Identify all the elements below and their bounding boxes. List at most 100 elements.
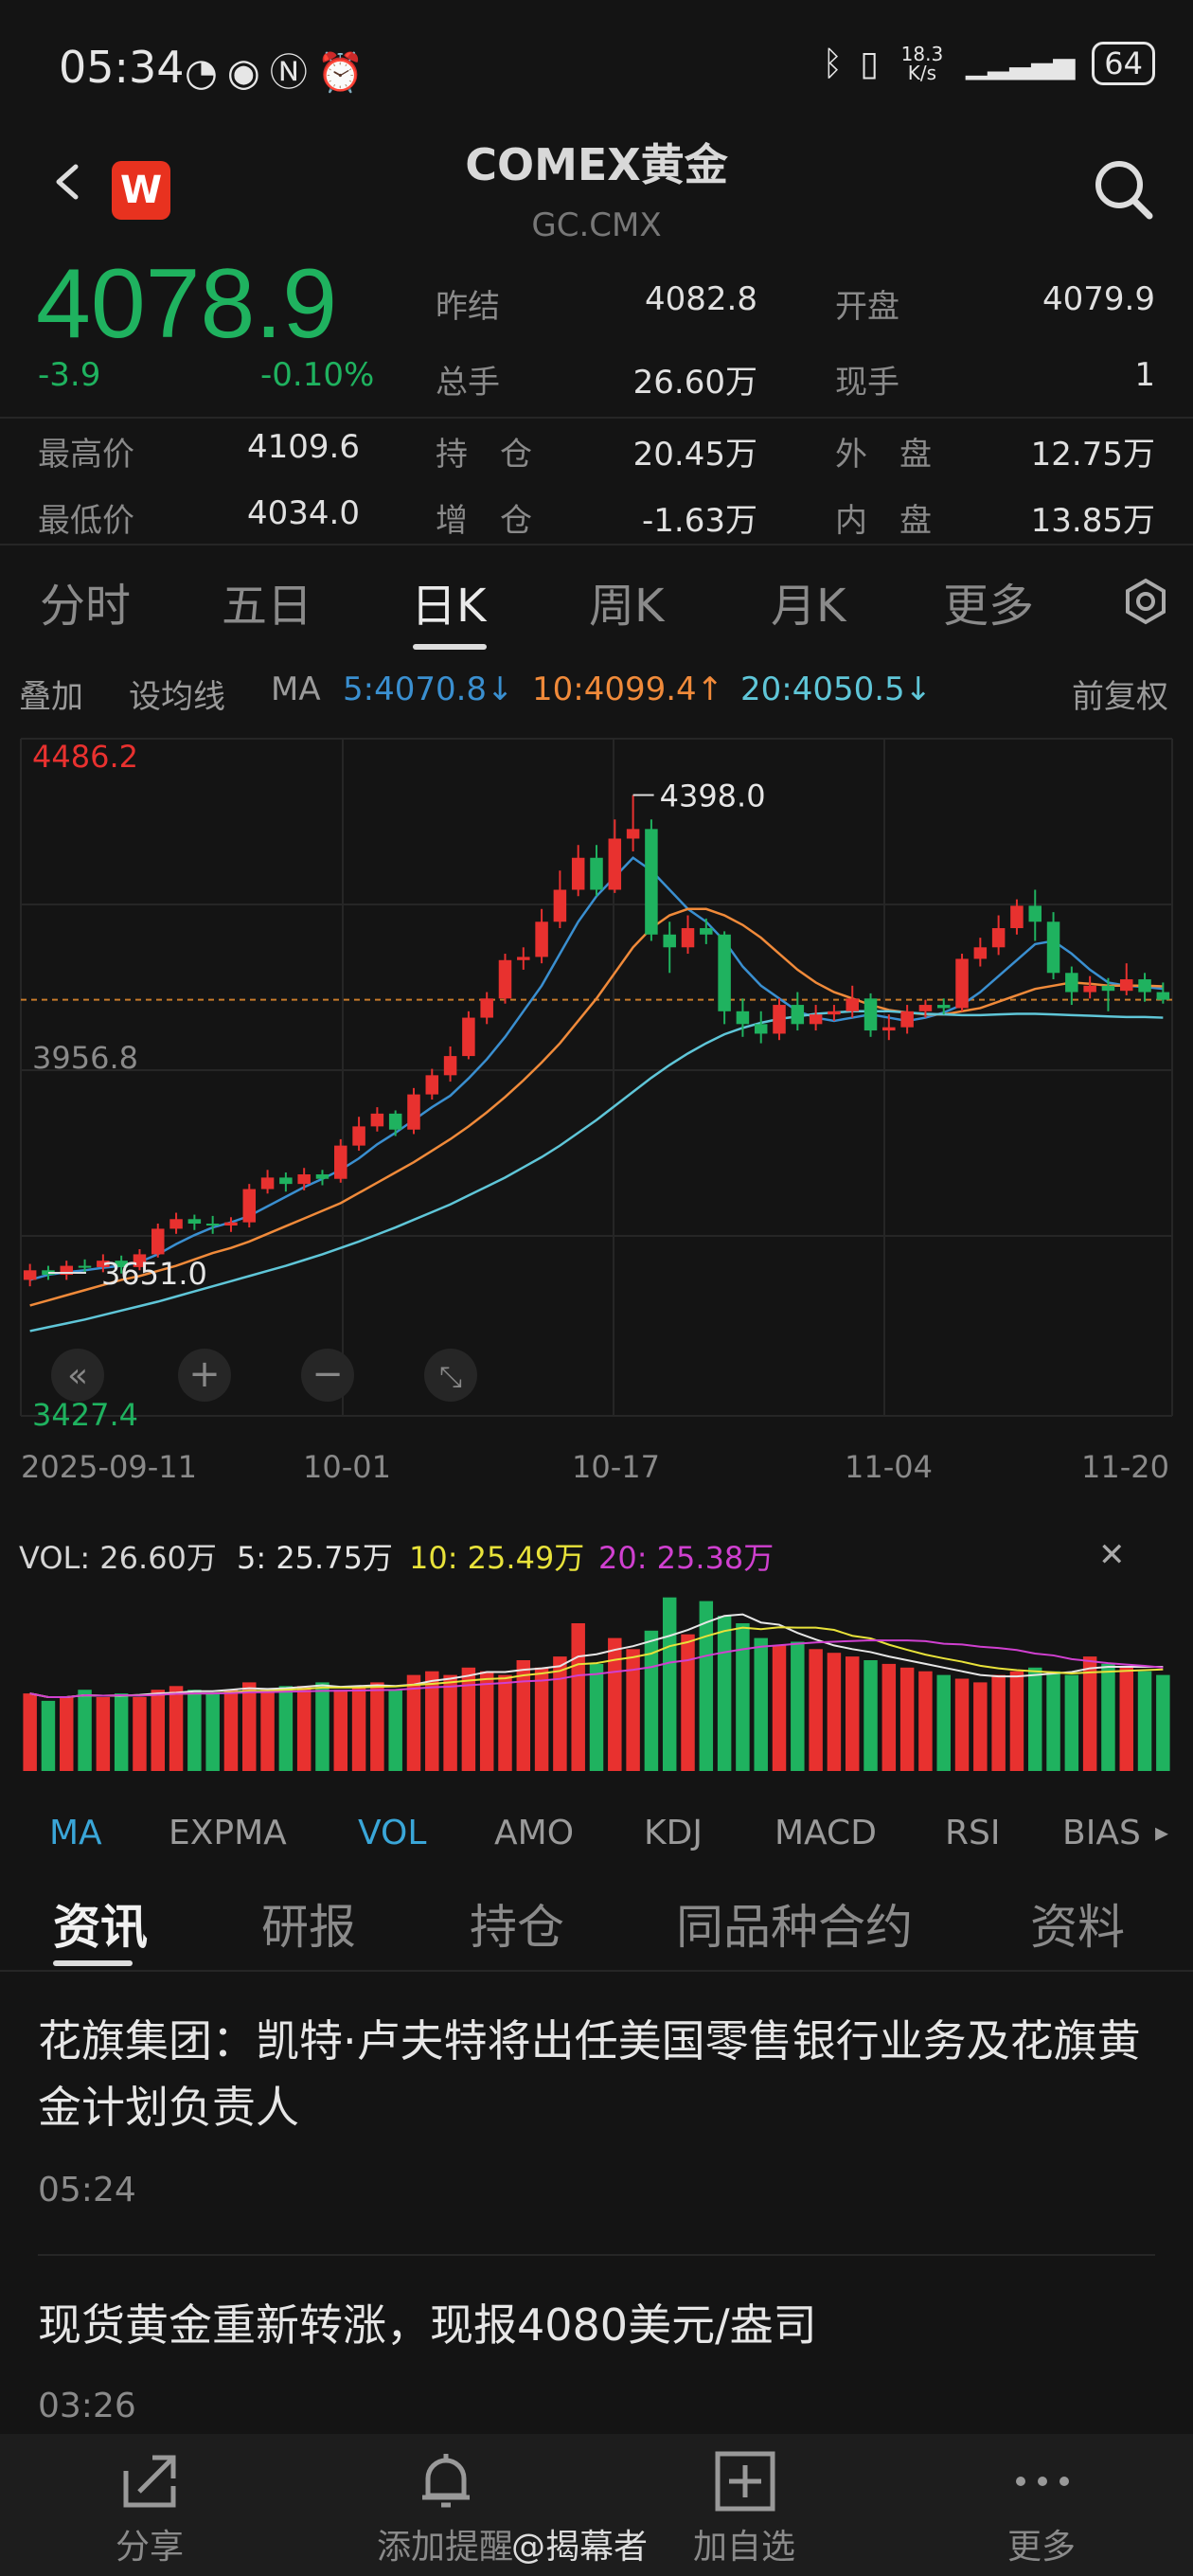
candlestick-chart[interactable]: 4486.2 3956.8 3427.4 4398.0 3651.0 « + − … <box>0 720 1193 1506</box>
candle <box>260 1177 275 1190</box>
ma10-line <box>29 907 1164 1307</box>
tab-monthly-k[interactable]: 月K <box>771 580 846 633</box>
candle <box>828 1011 841 1015</box>
candle <box>1065 973 1078 993</box>
tab-research[interactable]: 研报 <box>261 1900 356 1955</box>
tab-daily-k[interactable]: 日K <box>411 580 487 633</box>
last-price: 4078.9 <box>36 249 338 359</box>
candle <box>535 921 548 957</box>
candle <box>443 1056 457 1076</box>
scroll-left-icon: « <box>67 1356 88 1395</box>
news-title[interactable]: 现货黄金重新转涨，现报4080美元/盎司 <box>38 2299 817 2351</box>
more-icon[interactable] <box>1009 2448 1076 2514</box>
tab-news[interactable]: 资讯 <box>53 1900 148 1955</box>
volume-bar <box>1137 1671 1152 1771</box>
candle <box>425 1075 439 1095</box>
indicator-rsi[interactable]: RSI <box>945 1814 1001 1852</box>
volume-bar <box>954 1678 970 1771</box>
candle <box>882 1027 896 1031</box>
candle <box>480 998 493 1018</box>
field-value: 1 <box>1134 356 1155 394</box>
tab-five-day[interactable]: 五日 <box>222 580 313 633</box>
tab-underline <box>413 644 487 650</box>
indicator-vol[interactable]: VOL <box>358 1814 427 1852</box>
price-change: -3.9 <box>38 356 101 394</box>
volume-bar <box>534 1667 549 1771</box>
back-icon[interactable] <box>49 163 87 201</box>
battery: 64 <box>1092 42 1155 85</box>
add-alert-button[interactable]: 添加提醒 <box>376 2528 513 2567</box>
candle <box>809 1014 823 1025</box>
vol-ma5: 5: 25.75万 <box>237 1540 393 1576</box>
candle <box>663 934 676 948</box>
candle <box>936 1005 951 1009</box>
add-watchlist-button[interactable]: 加自选 <box>692 2528 795 2567</box>
volume-bar <box>479 1671 494 1771</box>
tab-positions[interactable]: 持仓 <box>470 1900 564 1955</box>
candle <box>169 1219 183 1229</box>
set-ma-button[interactable]: 设均线 <box>129 678 225 716</box>
tab-contracts[interactable]: 同品种合约 <box>676 1900 913 1955</box>
tab-weekly-k[interactable]: 周K <box>589 580 665 633</box>
volume-bar <box>1064 1674 1079 1771</box>
status-time: 05:34 <box>59 42 185 93</box>
volume-bar <box>571 1623 585 1771</box>
close-icon[interactable]: ✕ <box>1098 1536 1126 1574</box>
candle <box>498 959 512 999</box>
ma10-value: 10:4099.4↑ <box>532 671 724 708</box>
candle <box>315 1174 329 1179</box>
y-mid-label: 3956.8 <box>32 1040 138 1076</box>
volume-bar <box>864 1660 878 1771</box>
field-value: 4109.6 <box>247 428 360 466</box>
candle <box>1101 985 1115 992</box>
zoom-in-button <box>178 1349 231 1402</box>
volume-bar <box>1101 1663 1115 1771</box>
volume-bar <box>133 1697 147 1771</box>
zoom-in-icon: + <box>188 1352 221 1396</box>
tab-intraday[interactable]: 分时 <box>40 580 132 633</box>
share-icon[interactable] <box>116 2448 183 2514</box>
more-button[interactable]: 更多 <box>1006 2528 1076 2567</box>
volume-bar <box>1082 1656 1097 1771</box>
candle <box>1010 905 1024 929</box>
news-title[interactable]: 花旗集团：凯特·卢夫特将出任美国零售银行业务及花旗黄金计划负责人 <box>38 2015 1141 2133</box>
tab-profile[interactable]: 资料 <box>1030 1900 1125 1955</box>
volume-bar <box>406 1674 421 1771</box>
signal-icon: ▁▂▃▄▅ <box>965 46 1076 80</box>
candle <box>60 1265 74 1276</box>
candle <box>370 1113 384 1127</box>
indicator-amo[interactable]: AMO <box>494 1814 575 1852</box>
candle <box>133 1254 147 1267</box>
high-marker-label: 4398.0 <box>660 778 766 814</box>
candle <box>517 957 530 960</box>
volume-bar <box>626 1649 640 1771</box>
tab-more[interactable]: 更多 <box>943 580 1035 633</box>
indicator-macd[interactable]: MACD <box>775 1814 877 1852</box>
bell-icon[interactable] <box>413 2448 479 2514</box>
indicator-ma[interactable]: MA <box>49 1814 102 1852</box>
candle <box>1119 979 1133 992</box>
more-indicators-icon[interactable]: ▸ <box>1155 1816 1169 1848</box>
zoom-out-button <box>301 1349 354 1402</box>
indicator-expma[interactable]: EXPMA <box>169 1814 287 1852</box>
volume-bar <box>96 1697 111 1771</box>
vol-ma20: 20: 25.38万 <box>598 1540 775 1576</box>
volume-chart[interactable] <box>0 1577 1193 1776</box>
volume-bar <box>973 1682 988 1771</box>
indicator-bias[interactable]: BIAS <box>1062 1814 1141 1852</box>
share-button[interactable]: 分享 <box>115 2528 184 2567</box>
candle <box>205 1224 220 1226</box>
volume-bar <box>23 1693 37 1771</box>
speed-icon: ◔ <box>185 51 227 95</box>
search-icon[interactable] <box>1089 156 1157 224</box>
page-title: COMEX黄金 <box>465 139 728 190</box>
ma5-line <box>29 856 1164 1281</box>
vol-ma10: 10: 25.49万 <box>409 1540 585 1576</box>
candle <box>78 1265 92 1268</box>
add-icon[interactable] <box>712 2448 778 2514</box>
gear-icon[interactable] <box>1122 578 1169 625</box>
candle <box>151 1228 165 1255</box>
indicator-kdj[interactable]: KDJ <box>644 1814 703 1852</box>
adjust-button[interactable]: 前复权 <box>1072 678 1168 716</box>
overlay-button[interactable]: 叠加 <box>19 678 83 716</box>
